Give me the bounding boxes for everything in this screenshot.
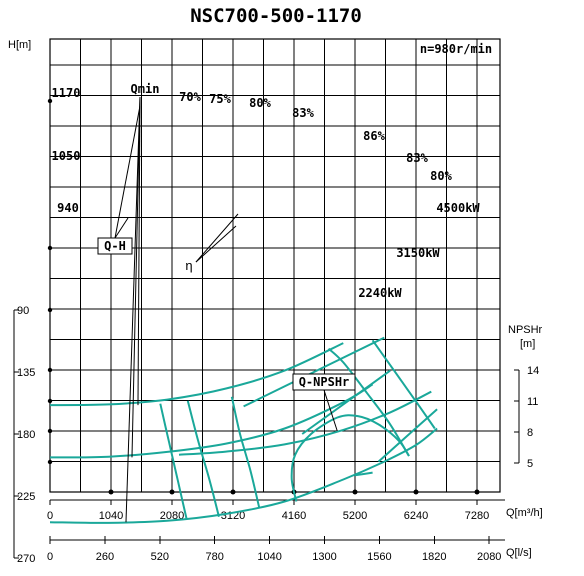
x-tick-label-m3h: 4160 [282,510,306,522]
axis-dot [413,489,419,495]
power-line-3150kW [301,369,391,435]
power-line-4500kW [377,408,438,463]
axis-dot [47,367,53,373]
head-axis-label: H[m] [8,39,31,51]
eff-label-83-left: 83% [292,106,314,120]
npsh-tick-label: 5 [527,458,533,470]
x-tick-label-ls: 520 [151,551,169,563]
eta-leader [195,225,237,263]
x-tick-label-ls: 2080 [477,551,501,563]
head-tick-label: 180 [17,429,35,441]
qmin-leader [131,96,141,458]
head-tick-label: 135 [17,367,35,379]
eff-label-70: 70% [179,90,201,104]
x-tick-label-ls: 780 [206,551,224,563]
efficiency-contour-5 [327,347,410,457]
x-tick-label-ls: 1300 [312,551,336,563]
efficiency-contour-4 [354,471,373,477]
x-tick-label-m3h: 0 [47,510,53,522]
npsh-axis-label: NPSHr [508,324,543,336]
axis-dot [47,459,53,465]
speed-label: n=980r/min [420,42,492,56]
efficiency-contour-3 [290,414,410,502]
qh-leader [114,217,129,239]
axis-dot [108,489,114,495]
efficiency-contour-1 [186,400,220,517]
axis-dot [169,489,175,495]
curves [49,336,438,524]
eff-label-80-right: 80% [430,169,452,183]
diameter-label-940: 940 [57,201,79,215]
power-label-3150: 3150kW [396,246,440,260]
plot-frame [49,38,501,493]
eff-label-83-right: 83% [406,151,428,165]
x-tick-label-ls: 260 [96,551,114,563]
qh-curve-1050 [49,383,374,459]
diameter-label-1170: 1170 [52,86,81,100]
eff-label-86: 86% [363,129,385,143]
eta-leader [195,213,239,263]
x-tick-label-m3h: 6240 [404,510,428,522]
qmin-label: Qmin [131,82,160,96]
npsh-label-box [292,373,356,391]
head-tick-label: 90 [17,305,29,317]
qh-curve-1170 [49,427,438,524]
diameter-label-1050: 1050 [52,149,81,163]
axis-dot [47,98,53,104]
npsh-curve [178,390,432,456]
power-line-2240kW [243,336,385,408]
axis-dot [47,428,53,434]
axis-dot [230,489,236,495]
qmin-leader [137,96,141,406]
head-tick-label: 225 [17,491,35,503]
eff-label-75: 75% [209,92,231,106]
axis-dot [474,489,480,495]
npsh-tick-label: 14 [527,365,539,377]
x-tick-label-ls: 1820 [422,551,446,563]
x-tick-label-m3h: 7280 [465,510,489,522]
axis-dot [47,398,53,404]
npsh-tick-label: 8 [527,427,533,439]
npsh-tick-label: 11 [527,396,538,408]
efficiency-contour-6 [371,339,436,430]
x-tick-label-m3h: 5200 [343,510,367,522]
npsh-leader [323,389,338,432]
x-tick-label-m3h: 1040 [99,510,123,522]
qh-label: Q-H [104,239,126,253]
qh-curve-940 [49,342,344,407]
axis-dot [352,489,358,495]
eff-label-80-left: 80% [249,96,271,110]
head-tick-label: 270 [17,553,35,565]
x-tick-label-ls: 1560 [367,551,391,563]
efficiency-contour-0 [159,403,188,520]
npsh-label: Q-NPSHr [299,375,350,389]
npsh-axis-unit: [m] [520,338,535,350]
qh-leader [114,105,141,239]
qmin-leader [125,96,141,523]
power-label-2240: 2240kW [358,286,402,300]
axis-dot [47,307,53,313]
efficiency-contour-2 [230,396,261,509]
chart-title: NSC700-500-1170 [190,5,362,27]
flow-axis-label-ls: Q[l/s] [506,547,532,559]
labels [114,96,338,523]
power-label-4500: 4500kW [436,201,480,215]
x-tick-label-ls: 1040 [257,551,281,563]
flow-axis-label-m3h: Q[m³/h] [506,507,543,519]
qh-label-box [97,237,133,255]
x-tick-label-ls: 0 [47,551,53,563]
axis-dot [47,245,53,251]
eta-label: η [185,258,192,273]
